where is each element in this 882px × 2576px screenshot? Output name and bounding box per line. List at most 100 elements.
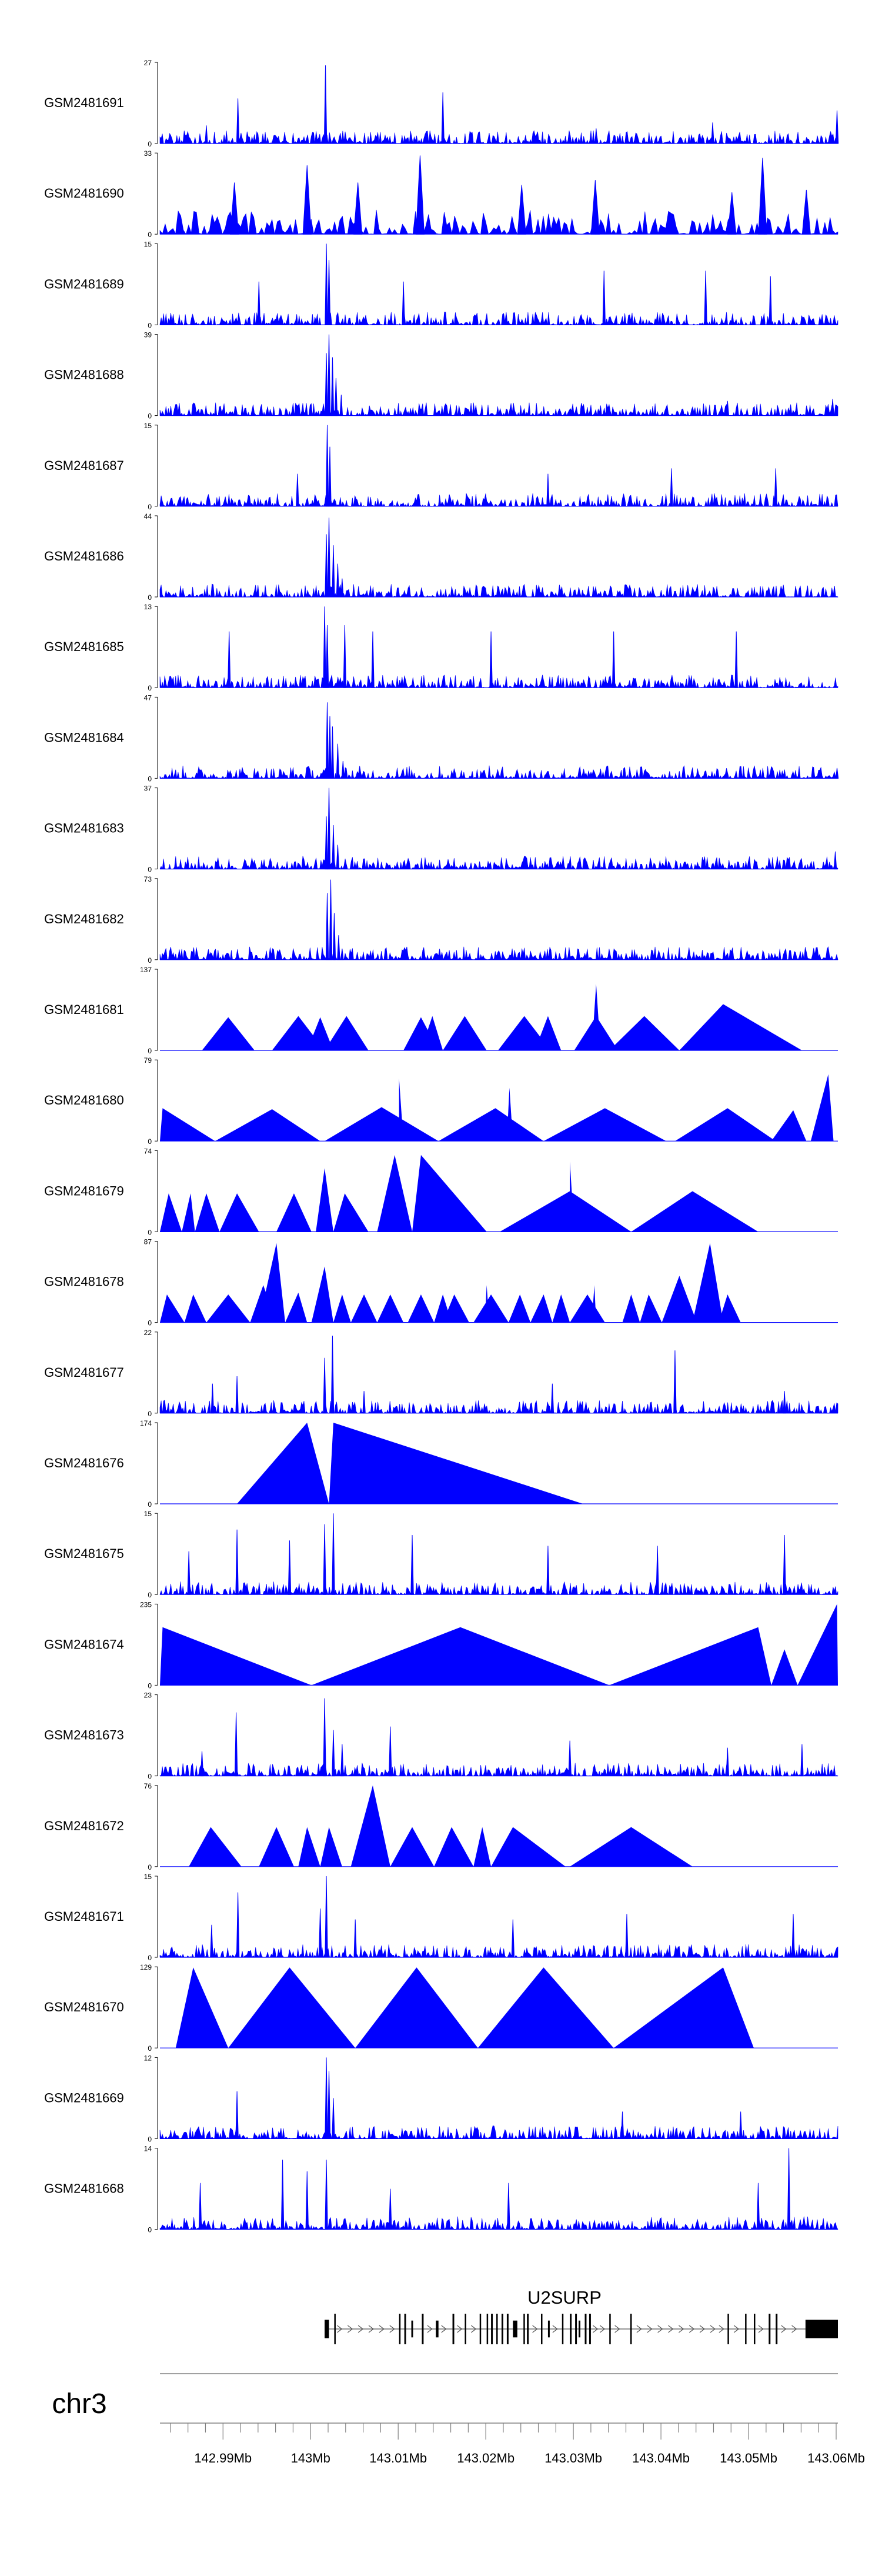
signal-peak [311,1266,333,1323]
signal-peak [330,726,335,779]
gene-exon [769,2314,771,2344]
y-min-label: 0 [148,2226,152,2234]
gene-exon [399,2314,401,2344]
signal-peak [477,1967,614,2048]
signal-peak [160,1193,182,1232]
signal-peak [305,2171,309,2230]
signal-tracks: GSM2481691270GSM2481690330GSM2481689150G… [44,59,839,2234]
signal-peak [333,1193,369,1232]
signal-peak [833,586,836,598]
signal-peak [184,1294,206,1323]
signal-peak [337,935,340,960]
signal-coverage [159,675,838,689]
signal-peak [296,473,299,507]
signal-peak [377,1154,413,1232]
signal-peak [329,1423,583,1504]
signal-peak [390,1827,435,1867]
signal-peak [546,1546,550,1595]
track-label: GSM2481690 [44,186,124,201]
signal-peak [546,473,550,507]
signal-peak [336,563,340,598]
signal-coverage [159,1400,838,1414]
signal-peak [719,1294,741,1323]
signal-peak [620,2111,624,2139]
signal-peak [230,182,239,235]
signal-coverage [159,312,838,326]
track-GSM2481676: GSM2481676 174 0 [44,1419,838,1509]
strand-arrow [427,2325,433,2333]
track-GSM2481686: GSM2481686 44 0 [44,512,839,602]
signal-peak [334,378,338,416]
signal-peak [609,1627,771,1686]
y-max-label: 33 [144,149,152,158]
gene-exon [496,2314,498,2344]
signal-peak [498,1016,551,1050]
track-GSM2481672: GSM2481672 76 0 [44,1782,838,1871]
track-GSM2481678: GSM2481678 87 0 [44,1238,838,1327]
signal-coverage [159,2216,838,2230]
track-label: GSM2481682 [44,912,124,926]
signal-coverage [159,583,839,598]
signal-peak [323,65,328,144]
signal-peak [316,1168,333,1232]
signal-peak [550,1383,554,1414]
signal-peak [325,1876,328,1958]
signal-peak [758,158,767,235]
y-min-label: 0 [148,1773,152,1781]
track-label: GSM2481683 [44,821,124,836]
signal-peak [355,1967,478,2048]
signal-peak [734,631,738,688]
y-max-label: 174 [140,1419,152,1427]
gene-exon [745,2314,747,2344]
tick-label: 143Mb [291,2451,330,2465]
gene-exon [727,2314,729,2344]
signal-peak [298,1827,320,1867]
y-min-label: 0 [148,1591,152,1599]
signal-peak [771,1110,807,1142]
signal-peak [325,625,329,688]
y-max-label: 27 [144,59,152,67]
signal-peak [329,879,333,960]
signal-peak [276,1193,312,1232]
signal-peak [259,1243,286,1323]
tick-label: 143.01Mb [369,2451,427,2465]
gene-exon [805,2320,838,2338]
gene-exon [541,2314,543,2344]
y-min-label: 0 [148,1319,152,1327]
signal-peak [774,468,777,507]
strand-arrow [636,2325,642,2333]
track-label: GSM2481688 [44,368,124,382]
signal-peak [543,1108,667,1142]
gene-model-track: U2SURP [325,2287,838,2344]
gene-exon [479,2314,482,2344]
signal-peak [336,845,340,870]
signal-peak [835,768,839,779]
y-max-label: 76 [144,1782,152,1790]
signal-peak [257,281,261,325]
strand-arrow [552,2325,558,2333]
tick-label: 142.99Mb [194,2451,252,2465]
y-max-label: 23 [144,1691,152,1700]
signal-peak [288,1540,292,1595]
strand-arrow [668,2325,674,2333]
signal-peak [769,276,773,325]
y-max-label: 15 [144,1510,152,1518]
signal-peak [340,948,344,960]
track-GSM2481669: GSM2481669 12 0 [44,2054,838,2143]
signal-peak [323,1357,326,1414]
strand-arrow [647,2325,653,2333]
signal-peak [810,1074,834,1142]
gene-exon [575,2314,577,2344]
signal-peak [800,1744,804,1777]
signal-peak [175,1967,229,2048]
strand-arrow [599,2325,606,2333]
track-label: GSM2481685 [44,639,124,654]
track-label: GSM2481691 [44,95,124,110]
signal-peak [341,761,345,779]
signal-peak [473,1294,509,1323]
signal-peak [420,1016,443,1050]
signal-peak [325,893,329,960]
strand-arrow [710,2325,716,2333]
track-label: GSM2481687 [44,458,124,473]
